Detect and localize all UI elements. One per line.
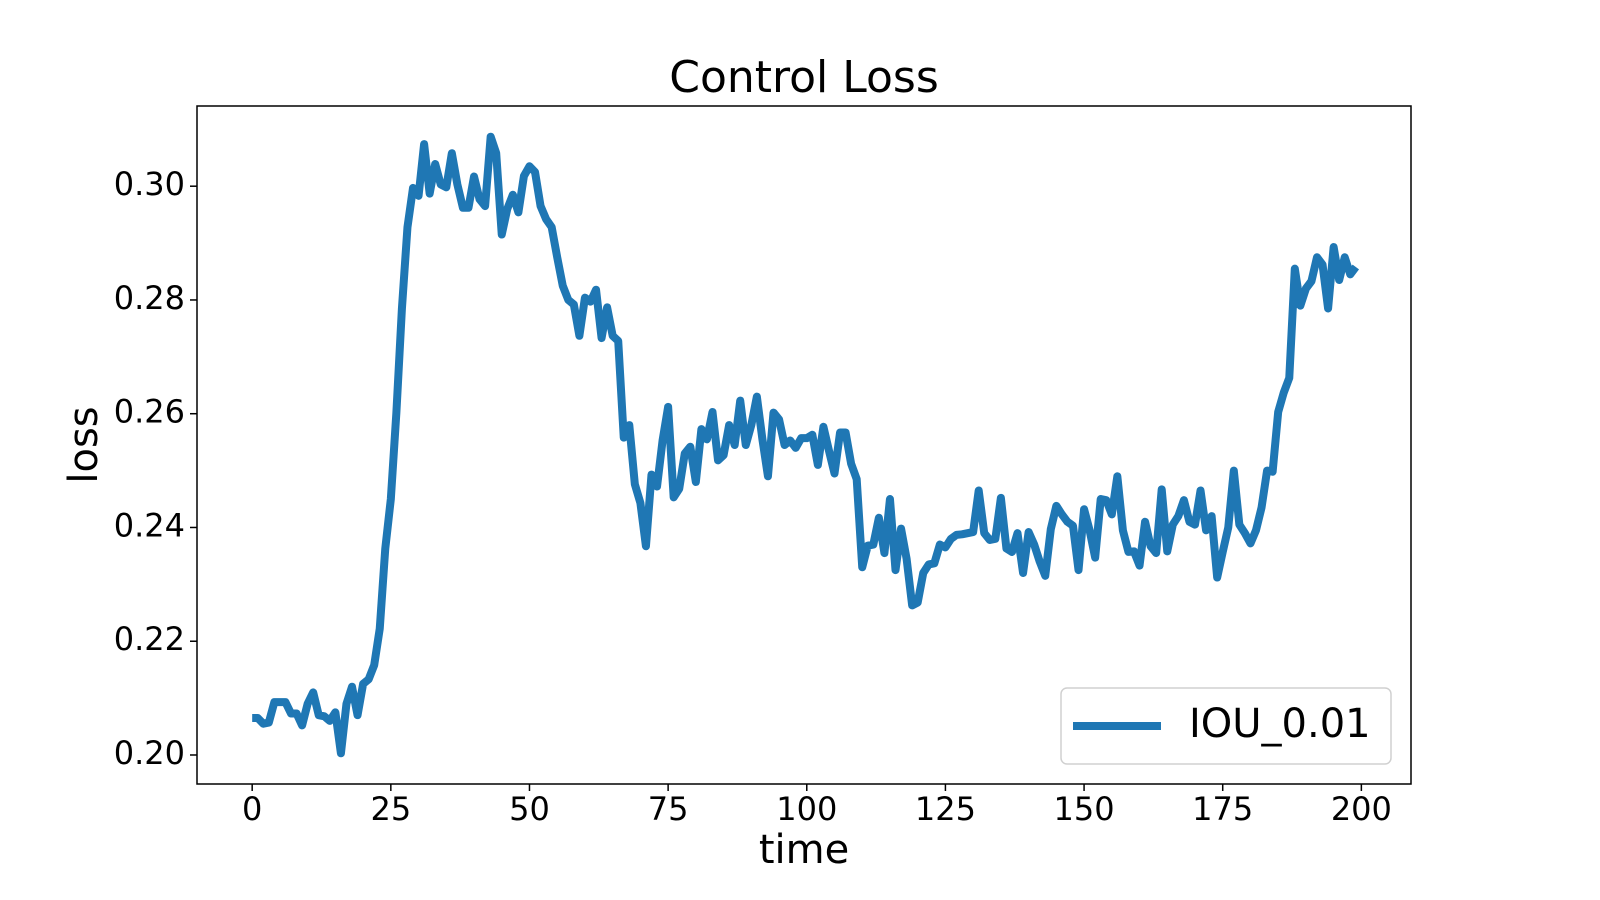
y-tick-label: 0.22 [114, 620, 185, 658]
y-tick-label: 0.28 [114, 279, 185, 317]
x-tick-label: 150 [1054, 790, 1115, 828]
y-tick-label: 0.20 [114, 734, 185, 772]
x-tick-label: 200 [1331, 790, 1392, 828]
x-tick-label: 50 [509, 790, 550, 828]
chart-title: Control Loss [669, 52, 939, 103]
x-tick-label: 75 [648, 790, 689, 828]
data-line [252, 132, 1360, 758]
x-axis-label: time [759, 827, 849, 873]
x-tick-label: 125 [915, 790, 976, 828]
x-tick-label: 175 [1192, 790, 1253, 828]
x-tick-label: 25 [370, 790, 411, 828]
y-tick-label: 0.30 [114, 165, 185, 203]
x-tick-label: 100 [776, 790, 837, 828]
plot-frame [196, 105, 1412, 785]
y-tick-label: 0.24 [114, 506, 185, 544]
y-axis-label: loss [61, 406, 107, 483]
legend-box [1060, 687, 1392, 765]
legend-label: IOU_0.01 [1189, 701, 1371, 747]
y-tick-label: 0.26 [114, 393, 185, 431]
x-tick-label: 0 [242, 790, 262, 828]
